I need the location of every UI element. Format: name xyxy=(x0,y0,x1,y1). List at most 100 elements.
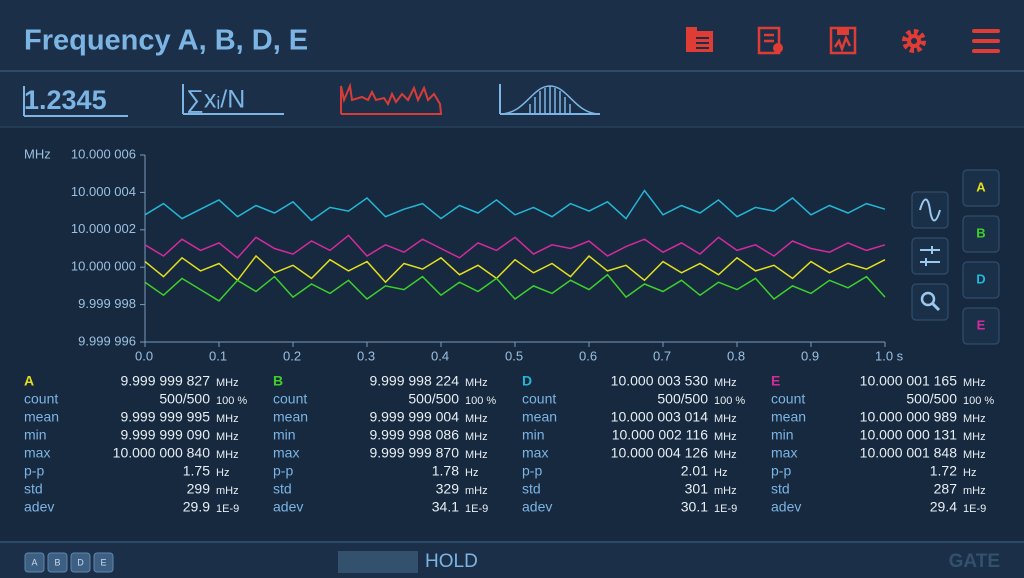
channel-chip[interactable] xyxy=(47,552,68,573)
hold-button[interactable]: HOLD xyxy=(425,551,478,572)
stat-label: min xyxy=(522,427,545,443)
channel-chip-label[interactable]: E xyxy=(100,557,106,567)
open-icon[interactable] xyxy=(686,27,713,52)
stat-label: adev xyxy=(522,499,552,515)
stat-unit: MHz xyxy=(465,449,488,461)
x-tick-label: 0.9 xyxy=(801,348,819,363)
stat-value: 500/500 xyxy=(657,391,708,407)
stat-value: 299 xyxy=(187,481,211,497)
stat-value: 301 xyxy=(685,481,709,497)
stat-value: 10.000 001 848 xyxy=(860,445,958,461)
stat-value: 1.75 xyxy=(183,463,210,479)
page-title: Frequency A, B, D, E xyxy=(24,25,308,57)
settings-list-icon[interactable] xyxy=(757,26,783,55)
value-display-button[interactable]: 1.2345 xyxy=(24,85,107,115)
channel-label[interactable]: E xyxy=(977,317,986,332)
stat-label: mean xyxy=(771,409,806,425)
x-tick-label: 0.5 xyxy=(505,348,523,363)
stat-value: 29.9 xyxy=(183,499,210,515)
hold-indicator xyxy=(338,551,418,573)
stat-unit: 1E-9 xyxy=(963,503,986,515)
channel-label[interactable]: D xyxy=(976,271,985,286)
channel-button[interactable] xyxy=(962,215,1000,253)
data-line xyxy=(144,273,886,302)
stat-value: 10.000 002 116 xyxy=(612,427,708,443)
channel-label[interactable]: B xyxy=(976,225,985,240)
stat-value: 10.000 000 131 xyxy=(860,427,958,443)
stat-label: max xyxy=(273,445,299,461)
stat-unit: 1E-9 xyxy=(465,503,488,515)
stat-value: 9.999 998 086 xyxy=(369,427,459,443)
stat-unit: Hz xyxy=(216,467,229,479)
time-series-button[interactable] xyxy=(340,82,442,115)
stat-label: min xyxy=(771,427,794,443)
stat-unit: mHz xyxy=(714,485,737,497)
stat-unit: MHz xyxy=(963,431,986,443)
x-tick-label: 0.8 xyxy=(727,348,745,363)
channel-button[interactable] xyxy=(962,261,1000,299)
channel-value: 9.999 999 827 xyxy=(120,373,210,389)
stat-unit: MHz xyxy=(714,449,737,461)
stat-unit: 1E-9 xyxy=(216,503,239,515)
x-tick-label: 1.0 s xyxy=(875,348,904,363)
zoom-button[interactable] xyxy=(911,283,949,321)
wave-button[interactable] xyxy=(911,191,949,229)
stat-value: 9.999 999 870 xyxy=(369,445,459,461)
stat-label: p-p xyxy=(522,463,542,479)
channel-name: A xyxy=(24,373,34,389)
channel-chip-label[interactable]: B xyxy=(54,557,60,567)
channel-label[interactable]: A xyxy=(976,179,986,194)
stat-value: 500/500 xyxy=(906,391,957,407)
stat-unit: MHz xyxy=(216,449,239,461)
settings-icon[interactable] xyxy=(902,29,926,53)
stat-label: std xyxy=(273,481,292,497)
channel-button[interactable] xyxy=(962,169,1000,207)
y-tick-label: 10.000 004 xyxy=(71,184,136,199)
stat-label: max xyxy=(522,445,548,461)
data-line xyxy=(144,189,886,222)
stat-unit: MHz xyxy=(216,413,239,425)
x-tick-label: 0.0 xyxy=(135,348,153,363)
channel-value: 10.000 001 165 xyxy=(860,373,958,389)
stat-value: 329 xyxy=(436,481,460,497)
stat-label: count xyxy=(273,391,307,407)
stat-value: 10.000 003 014 xyxy=(611,409,709,425)
channel-name: B xyxy=(273,373,283,389)
y-tick-label: 10.000 002 xyxy=(71,221,136,236)
y-tick-label: 10.000 006 xyxy=(71,146,136,161)
stat-label: p-p xyxy=(24,463,44,479)
channel-chip-label[interactable]: A xyxy=(31,557,37,567)
channel-unit: MHz xyxy=(714,377,737,389)
stat-unit: MHz xyxy=(714,431,737,443)
histogram-button[interactable] xyxy=(499,84,601,115)
statistics-button[interactable]: ∑xᵢ/N xyxy=(186,86,245,114)
channel-chip[interactable] xyxy=(24,552,45,573)
stat-value: 10.000 000 989 xyxy=(860,409,958,425)
stat-label: std xyxy=(771,481,790,497)
y-tick-label: 9.999 998 xyxy=(78,296,136,311)
y-unit: MHz xyxy=(24,146,51,161)
channel-chip-label[interactable]: D xyxy=(77,557,84,567)
data-line xyxy=(144,234,886,259)
stat-value: 1.72 xyxy=(930,463,957,479)
menu-icon[interactable] xyxy=(972,29,1000,53)
channel-button[interactable] xyxy=(962,307,1000,345)
channel-name: D xyxy=(522,373,532,389)
stat-value: 2.01 xyxy=(681,463,708,479)
channel-chip[interactable] xyxy=(93,552,114,573)
stat-unit: 100 % xyxy=(714,395,745,407)
y-tick-label: 9.999 996 xyxy=(78,333,136,348)
stat-unit: 100 % xyxy=(216,395,247,407)
adjust-button[interactable] xyxy=(911,237,949,275)
stat-label: mean xyxy=(522,409,557,425)
stat-label: p-p xyxy=(273,463,293,479)
stat-unit: MHz xyxy=(465,431,488,443)
stat-unit: 100 % xyxy=(963,395,994,407)
channel-chip[interactable] xyxy=(70,552,91,573)
channel-value: 10.000 003 530 xyxy=(611,373,709,389)
stat-label: count xyxy=(24,391,58,407)
save-icon[interactable] xyxy=(829,26,857,55)
channel-unit: MHz xyxy=(465,377,488,389)
stat-value: 30.1 xyxy=(681,499,708,515)
